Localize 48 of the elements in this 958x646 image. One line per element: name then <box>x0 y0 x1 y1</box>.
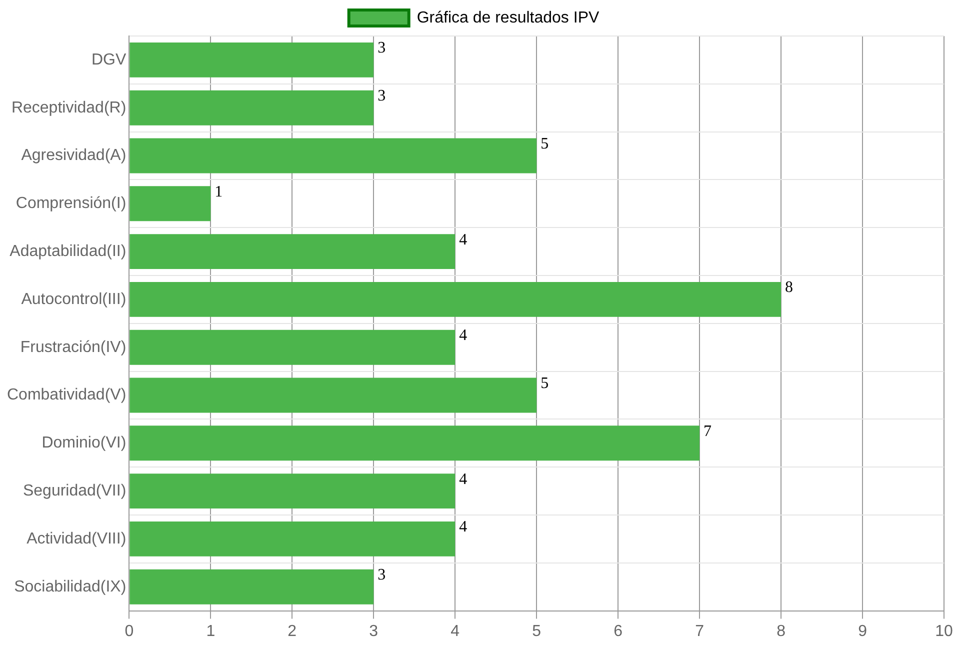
y-tick-label: Receptividad(R) <box>11 99 126 116</box>
x-tick-label: 10 <box>935 622 953 640</box>
y-tick-label: Comprensión(I) <box>16 195 126 212</box>
bar <box>130 474 456 509</box>
y-tick-label: DGV <box>91 51 126 68</box>
y-tick-label: Sociabilidad(IX) <box>14 578 126 596</box>
data-label: 3 <box>378 40 386 57</box>
y-tick-label: Adaptabilidad(II) <box>10 242 126 260</box>
x-tick-label: 3 <box>369 622 378 640</box>
data-label: 4 <box>459 518 468 536</box>
bar <box>130 282 782 317</box>
x-tick-label: 5 <box>532 622 542 640</box>
bar <box>130 234 456 270</box>
x-tick-label: 9 <box>858 622 868 640</box>
bar <box>130 330 456 365</box>
x-tick-label: 1 <box>206 622 216 640</box>
bar <box>130 42 374 78</box>
y-tick-label: Seguridad(VII) <box>22 482 126 500</box>
data-label: 4 <box>459 327 468 344</box>
y-tick-label: Combatividad(V) <box>7 386 126 404</box>
bar <box>130 138 537 174</box>
y-tick-label: Autocontrol(III) <box>21 290 126 308</box>
data-label: 1 <box>214 183 223 200</box>
x-tick-label: 8 <box>776 622 786 640</box>
x-tick-label: 0 <box>124 622 134 640</box>
data-label: 4 <box>459 470 468 488</box>
x-tick-label: 7 <box>695 622 704 640</box>
data-label: 5 <box>540 374 549 392</box>
data-label: 5 <box>540 135 549 152</box>
y-tick-label: Agresividad(A) <box>21 147 126 164</box>
data-label: 8 <box>785 279 794 296</box>
data-label: 3 <box>378 566 386 584</box>
bar <box>130 521 456 556</box>
x-tick-label: 2 <box>288 622 297 640</box>
bar <box>130 90 374 126</box>
bar <box>130 378 537 413</box>
y-tick-label: Actividad(VIII) <box>26 530 126 548</box>
x-tick-label: 6 <box>614 622 623 640</box>
bar <box>130 426 700 461</box>
data-label: 3 <box>378 88 386 105</box>
y-tick-label: Dominio(VI) <box>42 434 126 452</box>
x-tick-label: 4 <box>450 622 460 640</box>
bar <box>130 569 374 604</box>
data-label: 7 <box>704 422 712 440</box>
bar <box>130 186 211 222</box>
data-label: 4 <box>459 231 468 248</box>
y-tick-label: Frustración(IV) <box>20 338 126 356</box>
legend-label: Gráfica de resultados IPV <box>416 9 600 26</box>
